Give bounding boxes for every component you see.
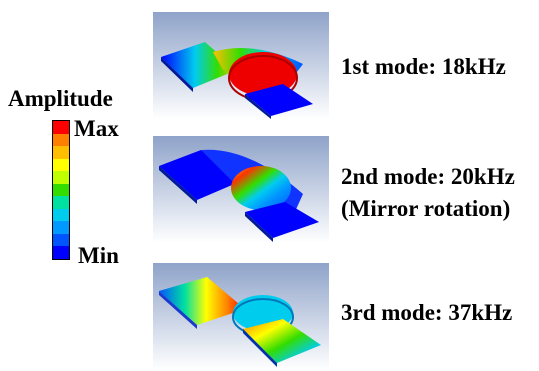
mode-3-image <box>153 263 329 370</box>
color-bar-segment <box>53 171 69 184</box>
color-bar-segment <box>53 221 69 234</box>
legend-max-label: Max <box>74 116 119 141</box>
color-bar-segment <box>53 183 69 197</box>
mode-2-caption-line2: (Mirror rotation) <box>341 196 511 221</box>
color-bar-segment <box>53 146 69 159</box>
legend-min-label: Min <box>78 243 119 268</box>
mode-1-image <box>153 12 329 119</box>
mode-1-caption: 1st mode: 18kHz <box>341 54 506 79</box>
color-bar-segment <box>53 121 69 134</box>
color-bar-segment <box>53 246 69 259</box>
amplitude-color-bar <box>52 120 70 260</box>
color-bar-segment <box>53 158 69 172</box>
color-bar-segment <box>53 133 69 147</box>
mode-3-caption: 3rd mode: 37kHz <box>341 300 513 325</box>
mode-2-image <box>153 136 329 243</box>
legend-title: Amplitude <box>8 86 113 111</box>
color-bar-segment <box>53 233 69 247</box>
color-bar-segment <box>53 208 69 222</box>
color-bar-segment <box>53 196 69 209</box>
mode-2-caption: 2nd mode: 20kHz <box>341 164 515 189</box>
